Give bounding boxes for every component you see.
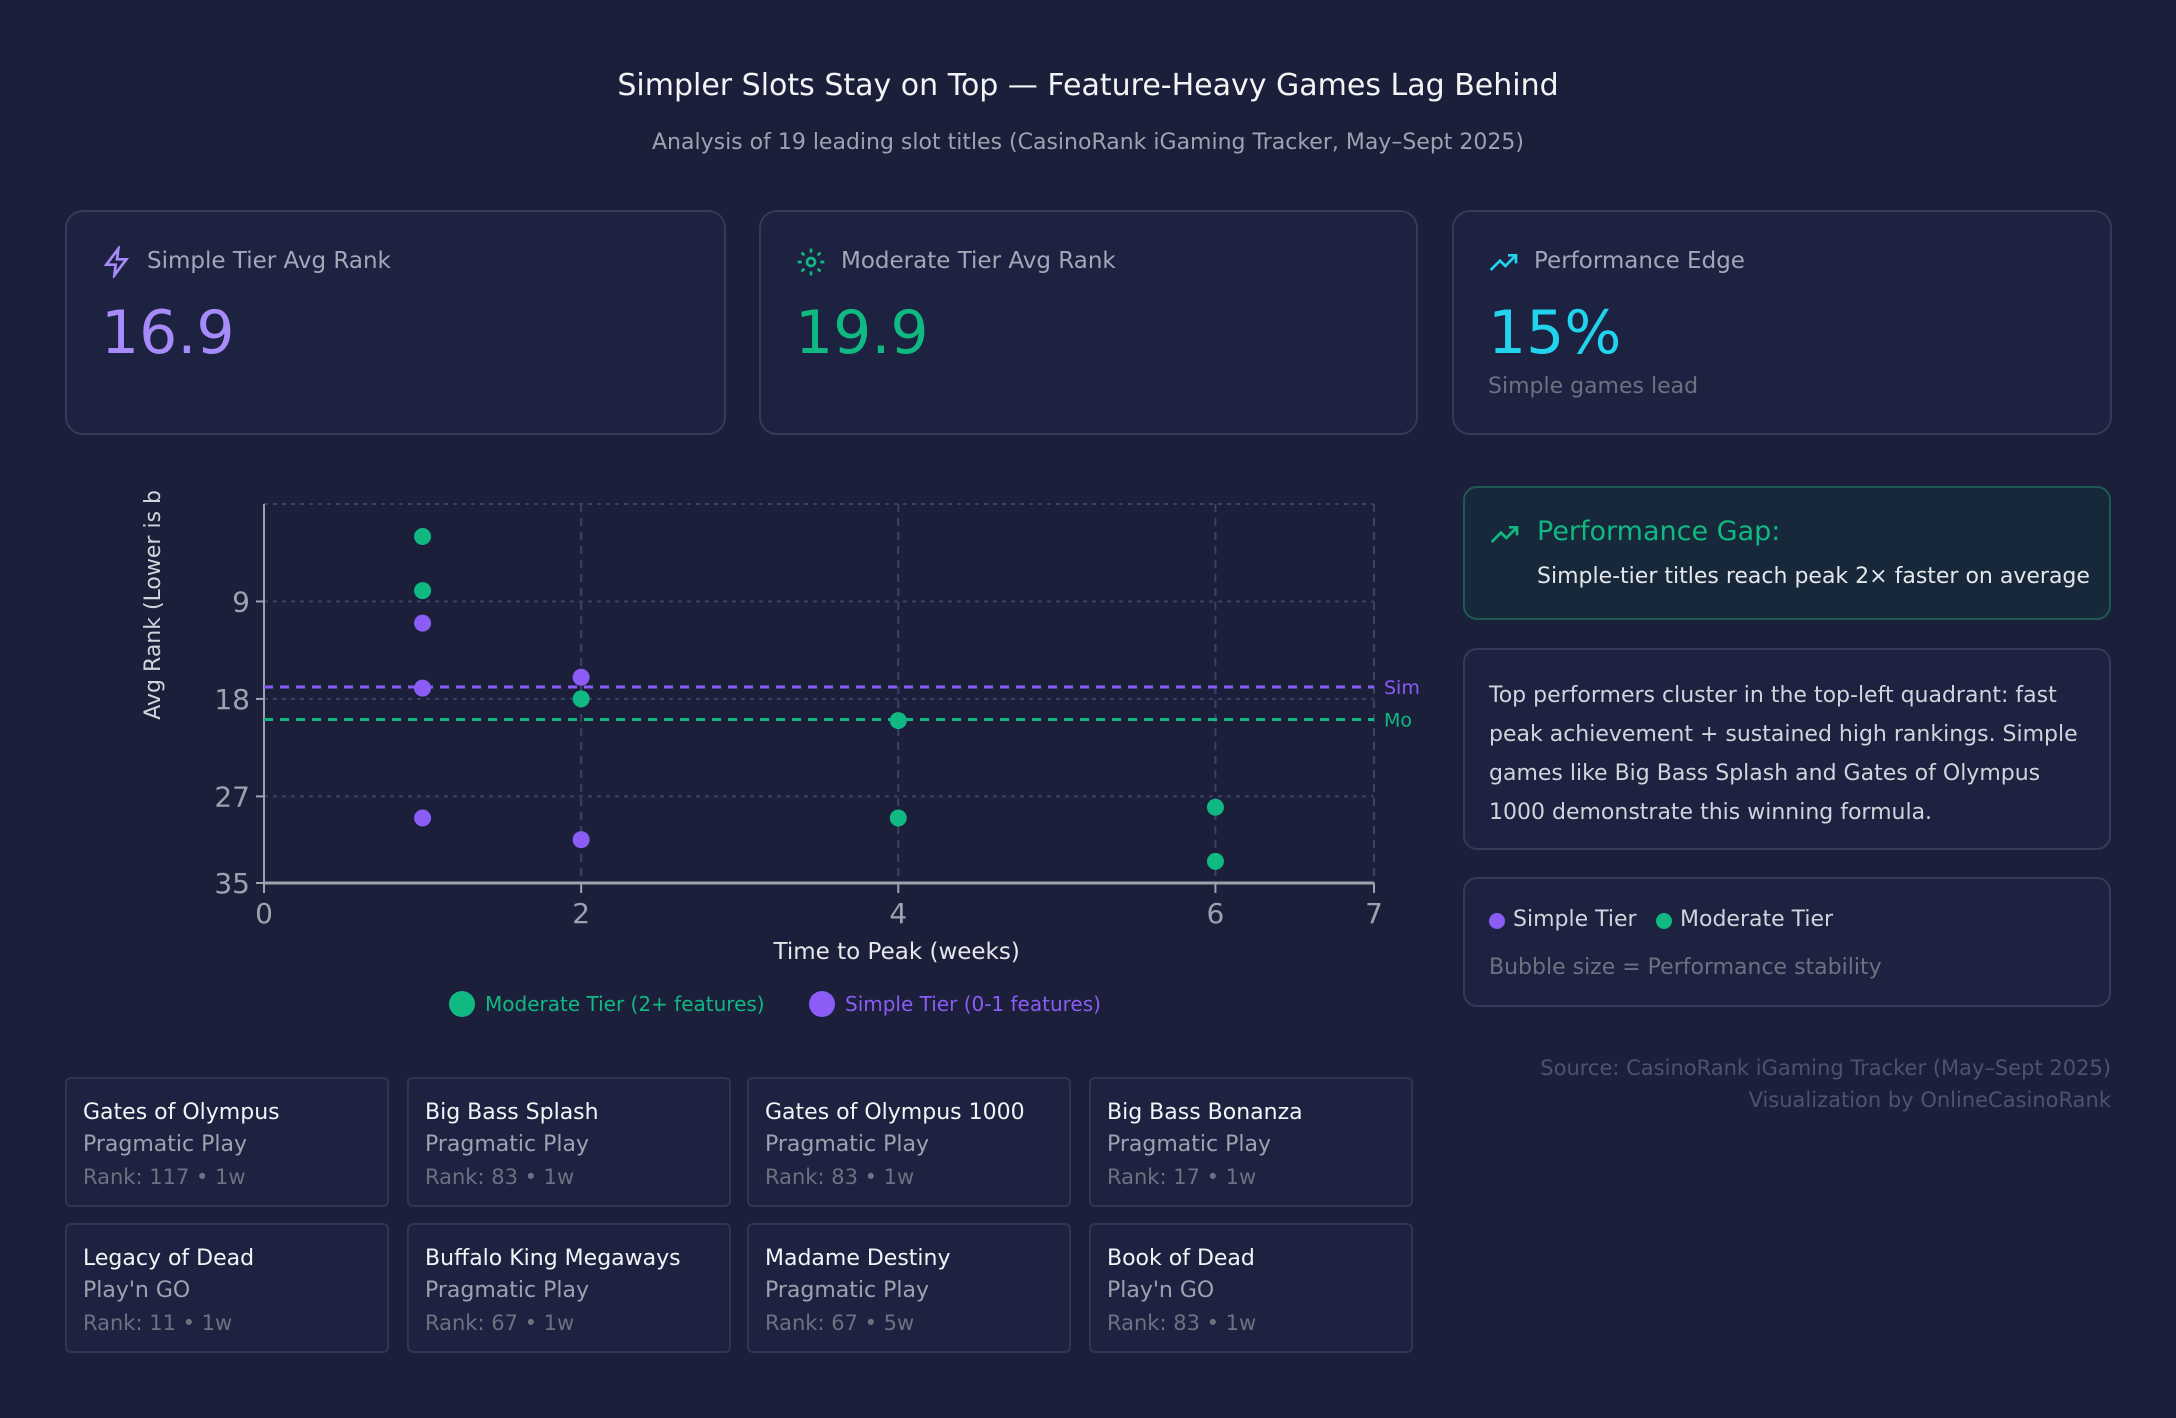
game-name: Gates of Olympus 1000 <box>765 1100 1025 1125</box>
x-tick-label: 7 <box>1365 897 1383 930</box>
kpi-label: Performance Edge <box>1534 248 1745 274</box>
game-meta: Rank: 67 • 5w <box>765 1311 915 1335</box>
reference-label: Sim <box>1384 677 1420 699</box>
data-point <box>1206 852 1224 870</box>
legend-note: Bubble size = Performance stability <box>1489 955 1882 980</box>
legend-moderate: Moderate Tier <box>1680 907 1834 932</box>
game-name: Big Bass Splash <box>425 1100 599 1125</box>
game-meta: Rank: 67 • 1w <box>425 1311 575 1335</box>
game-card[interactable]: Gates of Olympus Pragmatic Play Rank: 117 … <box>65 1077 389 1207</box>
kpi-value: 16.9 <box>101 298 235 368</box>
trending-up-icon <box>1489 254 1518 271</box>
game-provider: Pragmatic Play <box>425 1278 589 1303</box>
game-name: Madame Destiny <box>765 1246 951 1271</box>
gap-text: Simple-tier titles reach peak 2× faster … <box>1537 564 2090 589</box>
game-meta: Rank: 117 • 1w <box>83 1165 246 1189</box>
y-tick-label: 9 <box>232 585 250 618</box>
game-name: Buffalo King Megaways <box>425 1246 681 1271</box>
data-point <box>1206 798 1224 816</box>
data-point <box>414 809 432 827</box>
insight-text: Top performers cluster in the top-left q… <box>1489 683 2078 825</box>
lightning-icon <box>103 246 129 278</box>
data-point <box>572 690 590 708</box>
game-meta: Rank: 83 • 1w <box>765 1165 915 1189</box>
game-name: Legacy of Dead <box>83 1246 255 1271</box>
kpi-label: Simple Tier Avg Rank <box>147 248 391 274</box>
legend-label: Simple Tier (0-1 features) <box>845 992 1101 1016</box>
kpi-sub: Simple games lead <box>1488 374 1699 399</box>
game-card[interactable]: Book of Dead Play'n GO Rank: 83 • 1w <box>1089 1223 1413 1353</box>
game-provider: Pragmatic Play <box>83 1132 247 1157</box>
legend-marker <box>809 991 835 1017</box>
reference-label: Mo <box>1384 709 1412 731</box>
game-name: Big Bass Bonanza <box>1107 1100 1303 1125</box>
game-provider: Play'n GO <box>1107 1278 1215 1303</box>
game-meta: Rank: 83 • 1w <box>425 1165 575 1189</box>
y-axis-label: Avg Rank (Lower is b <box>141 490 166 720</box>
game-name: Book of Dead <box>1107 1246 1255 1271</box>
game-card[interactable]: Gates of Olympus 1000 Pragmatic Play Rank:… <box>747 1077 1071 1207</box>
data-point <box>889 809 907 827</box>
game-provider: Pragmatic Play <box>425 1132 589 1157</box>
data-point <box>414 527 432 545</box>
y-tick-label: 35 <box>214 867 250 900</box>
game-meta: Rank: 83 • 1w <box>1107 1311 1257 1335</box>
kpi-simple-card: Simple Tier Avg Rank 16.9 <box>65 210 726 435</box>
game-provider: Pragmatic Play <box>765 1278 929 1303</box>
data-point <box>414 582 432 600</box>
data-point <box>572 831 590 849</box>
page-subtitle: Analysis of 19 leading slot titles (Casi… <box>652 130 1524 155</box>
legend-simple: Simple Tier <box>1513 907 1637 932</box>
game-provider: Pragmatic Play <box>765 1132 929 1157</box>
x-tick-label: 0 <box>255 897 273 930</box>
credit-line: Visualization by OnlineCasinoRank <box>1748 1088 2111 1112</box>
game-card[interactable]: Big Bass Splash Pragmatic Play Rank: 83 • … <box>407 1077 731 1207</box>
game-provider: Play'n GO <box>83 1278 191 1303</box>
page-title: Simpler Slots Stay on Top — Feature-Heav… <box>617 68 1559 103</box>
kpi-moderate-card: Moderate Tier Avg Rank 19.9 <box>759 210 1418 435</box>
simple-dot-icon <box>1489 913 1505 929</box>
game-card[interactable]: Big Bass Bonanza Pragmatic Play Rank: 17 •… <box>1089 1077 1413 1207</box>
trending-up-icon <box>1490 526 1519 543</box>
data-point <box>414 614 432 632</box>
source-line: Source: CasinoRank iGaming Tracker (May–… <box>1540 1056 2111 1080</box>
game-name: Gates of Olympus <box>83 1100 280 1125</box>
scatter-chart: 0 2 4 6 7 9 18 27 35 Sim Mo Avg Rank (Lower is b Tim… <box>141 490 1420 1017</box>
game-card[interactable]: Buffalo King Megaways Pragmatic Play Rank:… <box>407 1223 731 1353</box>
legend-label: Moderate Tier (2+ features) <box>485 992 765 1016</box>
data-point <box>414 679 432 697</box>
legend-panel: Simple Tier Moderate Tier Bubble size = … <box>1463 877 2111 1007</box>
y-tick-label: 27 <box>214 780 250 813</box>
kpi-edge-card: Performance Edge 15% Simple games lead <box>1452 210 2112 435</box>
game-meta: Rank: 11 • 1w <box>83 1311 233 1335</box>
x-axis-label: Time to Peak (weeks) <box>773 939 1020 965</box>
x-tick-label: 6 <box>1207 897 1225 930</box>
data-point <box>572 668 590 686</box>
x-tick-label: 4 <box>889 897 907 930</box>
kpi-value: 15% <box>1488 298 1622 368</box>
kpi-value: 19.9 <box>795 298 929 368</box>
insight-panel: Top performers cluster in the top-left q… <box>1463 648 2111 850</box>
gap-title: Performance Gap: <box>1537 516 1781 547</box>
game-meta: Rank: 17 • 1w <box>1107 1165 1257 1189</box>
game-card[interactable]: Legacy of Dead Play'n GO Rank: 11 • 1w <box>65 1223 389 1353</box>
kpi-label: Moderate Tier Avg Rank <box>841 248 1116 274</box>
performance-gap-panel: Performance Gap: Simple-tier titles reac… <box>1463 486 2111 620</box>
gear-icon <box>797 248 825 276</box>
moderate-dot-icon <box>1656 913 1672 929</box>
legend-marker <box>449 991 475 1017</box>
data-point <box>889 712 907 730</box>
x-tick-label: 2 <box>572 897 590 930</box>
game-card[interactable]: Madame Destiny Pragmatic Play Rank: 67 • 5… <box>747 1223 1071 1353</box>
y-tick-label: 18 <box>214 683 250 716</box>
game-provider: Pragmatic Play <box>1107 1132 1271 1157</box>
source-note: Source: CasinoRank iGaming Tracker (May–… <box>1463 1052 2111 1116</box>
